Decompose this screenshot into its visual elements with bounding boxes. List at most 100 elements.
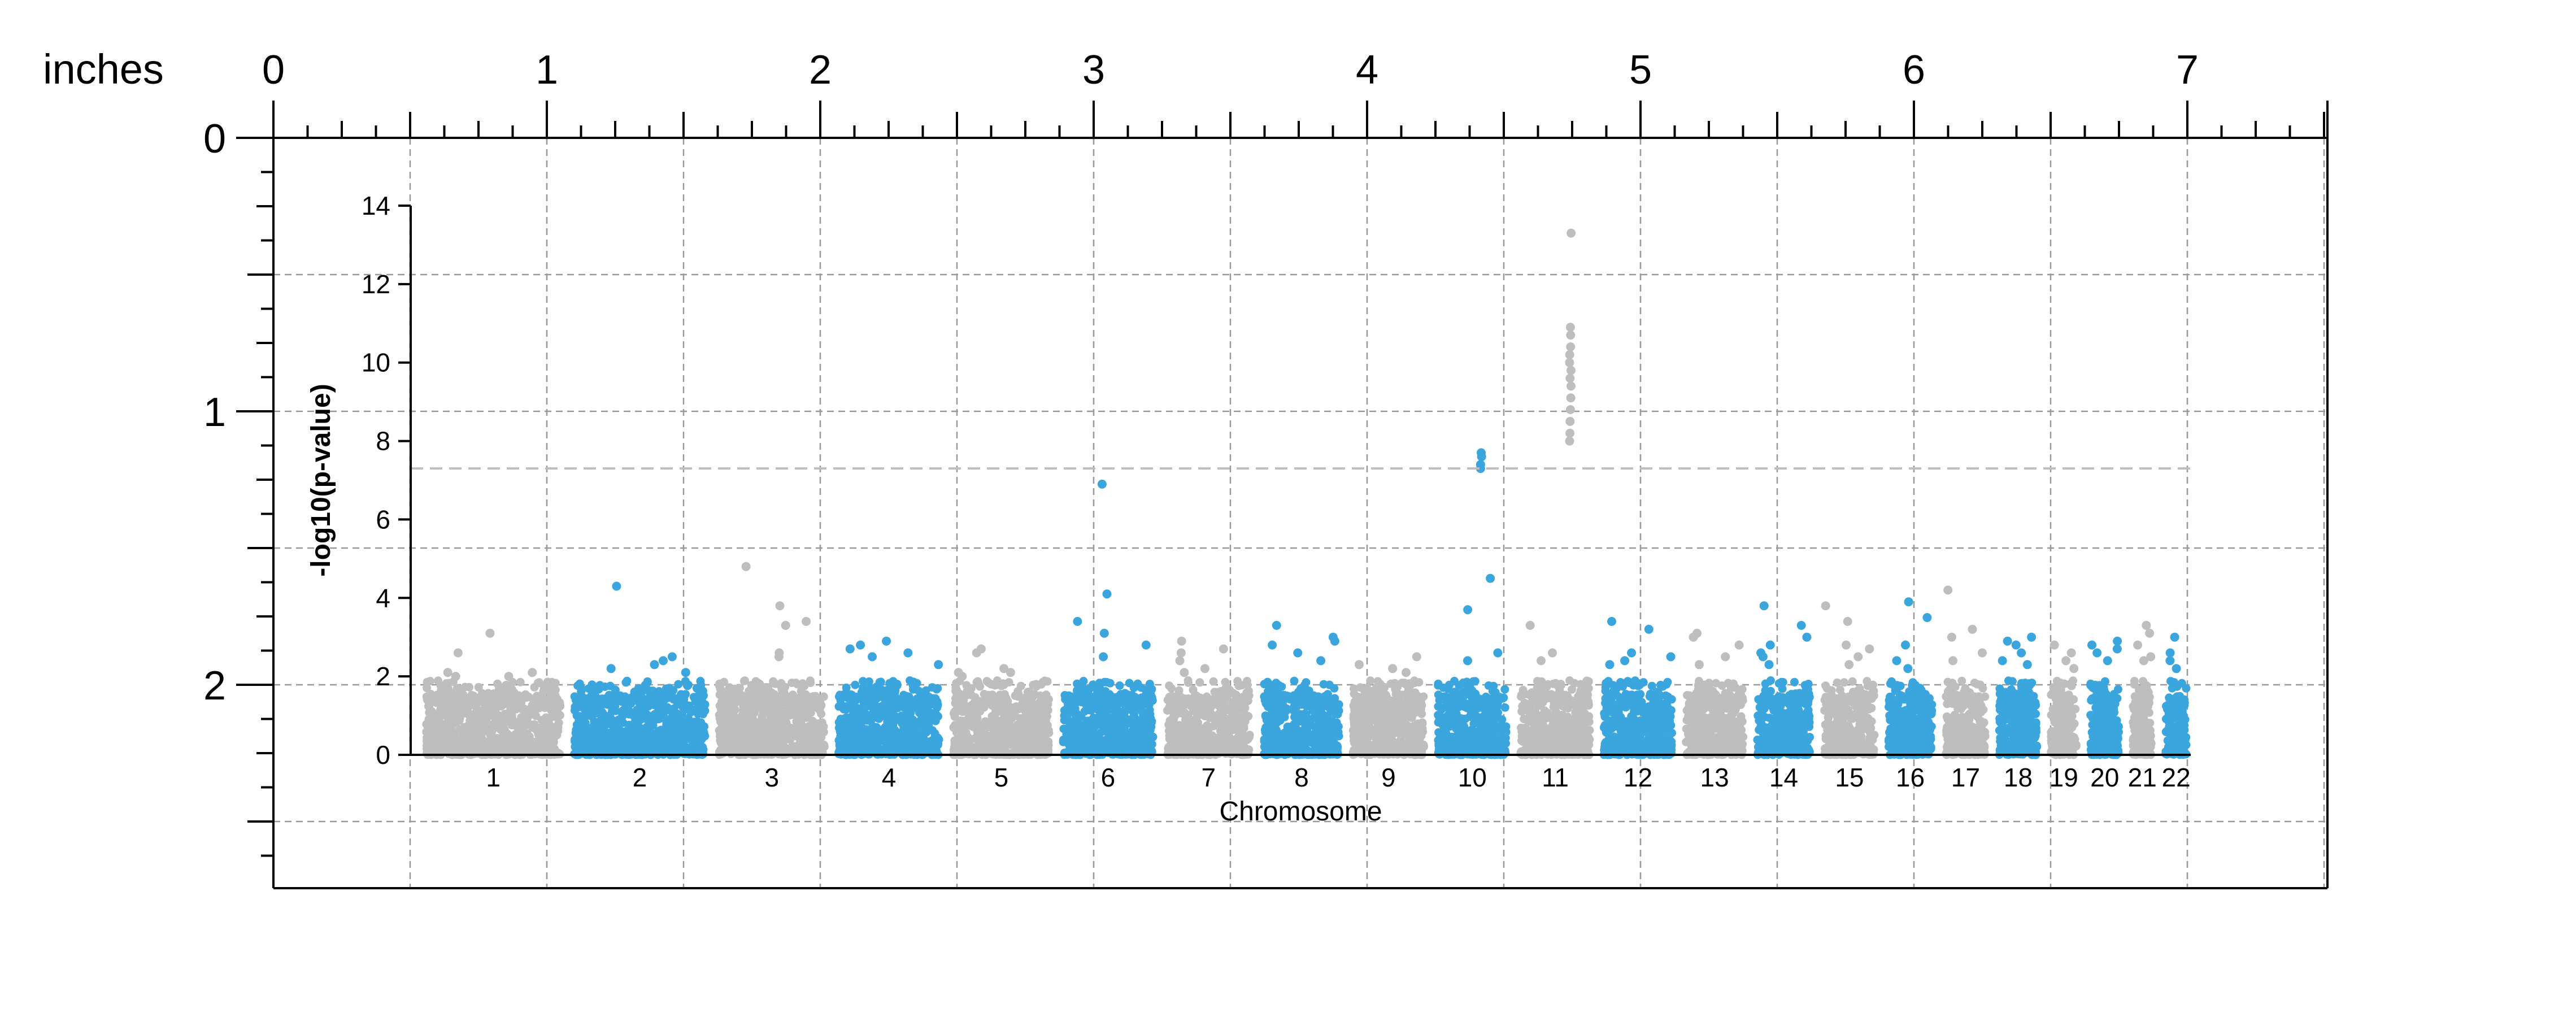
- chromosome-points-8: [1260, 620, 1343, 759]
- snp-point: [1146, 745, 1155, 754]
- snp-point: [490, 697, 499, 706]
- snp-point: [597, 712, 606, 722]
- snp-point: [1021, 715, 1030, 724]
- snp-point: [1120, 709, 1129, 718]
- chromosome-points-1: [422, 628, 565, 759]
- snp-point: [991, 715, 1000, 724]
- snp-point: [1140, 732, 1149, 741]
- snp-point: [734, 745, 743, 754]
- snp-point: [551, 685, 560, 694]
- snp-point: [973, 727, 982, 736]
- snp-point: [1239, 722, 1248, 731]
- snp-point: [1219, 739, 1228, 747]
- snp-point: [474, 696, 483, 705]
- snp-point: [691, 696, 700, 705]
- snp-point: [692, 684, 701, 693]
- snp-point: [474, 683, 483, 692]
- snp-point: [1225, 722, 1234, 731]
- snp-point: [800, 681, 809, 690]
- snp-point: [1189, 706, 1198, 715]
- snp-point: [623, 676, 632, 685]
- snp-point: [1041, 714, 1050, 723]
- snp-point: [627, 742, 636, 751]
- snp-point: [737, 690, 746, 699]
- snp-point: [659, 710, 668, 719]
- snp-point: [482, 696, 491, 705]
- snp-point: [803, 711, 812, 720]
- snp-point: [951, 683, 960, 692]
- snp-point: [646, 692, 655, 700]
- snp-point: [673, 700, 682, 709]
- top-hit-point: [1176, 648, 1186, 658]
- snp-point: [950, 709, 958, 718]
- snp-point: [893, 681, 902, 690]
- snp-point: [960, 702, 969, 711]
- top-hit-point: [856, 640, 865, 650]
- snp-point: [679, 722, 688, 731]
- snp-point: [846, 690, 855, 699]
- snp-point: [686, 707, 695, 716]
- snp-point: [680, 695, 689, 704]
- snp-point: [848, 740, 858, 749]
- top-hit-point: [504, 672, 514, 681]
- snp-point: [746, 714, 755, 723]
- snp-point: [503, 729, 512, 738]
- snp-point: [508, 744, 517, 753]
- snp-point: [537, 697, 546, 706]
- snp-point: [903, 712, 912, 722]
- snp-point: [1004, 721, 1013, 729]
- snp-point: [1098, 721, 1107, 730]
- snp-point: [976, 734, 985, 743]
- snp-point: [716, 728, 724, 737]
- top-hit-point: [1102, 589, 1112, 599]
- snp-point: [1020, 742, 1029, 751]
- snp-point: [643, 678, 652, 687]
- top-hit-point: [868, 652, 877, 662]
- top-hit-point: [528, 668, 537, 677]
- chromosome-points-7: [1163, 636, 1254, 759]
- snp-point: [515, 726, 524, 735]
- snp-point: [778, 719, 787, 728]
- snp-point: [519, 747, 528, 756]
- snp-point: [1011, 749, 1020, 758]
- snp-point: [746, 702, 755, 711]
- snp-point: [1101, 694, 1110, 703]
- snp-point: [717, 718, 726, 727]
- snp-point: [615, 695, 624, 704]
- snp-point: [839, 715, 848, 724]
- snp-point: [606, 728, 615, 737]
- snp-point: [915, 709, 924, 718]
- snp-point: [450, 728, 459, 737]
- snp-point: [801, 702, 810, 711]
- top-hit-point: [958, 672, 967, 681]
- snp-point: [616, 738, 625, 747]
- snp-point: [720, 741, 728, 750]
- snp-point: [1071, 736, 1080, 745]
- snp-point: [690, 726, 699, 735]
- snp-point: [1189, 685, 1198, 694]
- snp-point: [767, 726, 776, 735]
- snp-point: [422, 741, 431, 750]
- snp-point: [601, 699, 610, 708]
- snp-point: [1184, 678, 1193, 687]
- snp-point: [485, 724, 494, 733]
- snp-point: [576, 740, 585, 749]
- snp-point: [874, 690, 883, 699]
- snp-point: [795, 724, 804, 733]
- snp-point: [606, 712, 615, 722]
- snp-point: [431, 737, 440, 745]
- snp-point: [730, 705, 739, 714]
- snp-point: [443, 734, 452, 744]
- snp-point: [604, 690, 613, 699]
- snp-point: [550, 744, 559, 753]
- top-hit-point: [606, 664, 616, 673]
- snp-point: [1243, 734, 1252, 744]
- snp-point: [1015, 705, 1024, 714]
- snp-point: [1033, 717, 1042, 726]
- snp-point: [1195, 678, 1204, 687]
- snp-point: [465, 716, 475, 725]
- snp-point: [793, 732, 802, 741]
- snp-point: [697, 699, 706, 709]
- snp-point: [524, 693, 533, 701]
- snp-point: [759, 709, 768, 718]
